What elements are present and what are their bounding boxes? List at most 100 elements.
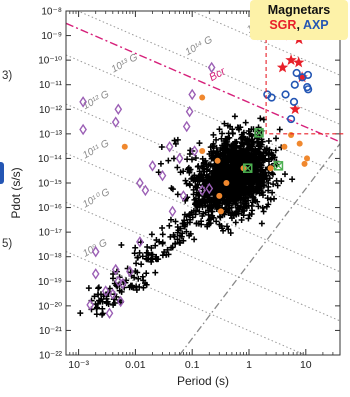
cropped-text-fragment: 3) (2, 70, 13, 82)
pulsar-point (223, 135, 230, 142)
pulsar-point (267, 196, 274, 203)
pulsar-point (212, 202, 219, 209)
legend-sgr: SGR (269, 18, 297, 32)
pulsar-point (258, 189, 265, 196)
y-tick-label: 10⁻¹⁵ (38, 179, 62, 190)
pulsar-point (245, 215, 252, 222)
pulsar-point (260, 208, 267, 215)
pulsar-point (238, 217, 245, 224)
pulsar-point (233, 143, 240, 150)
axp-point (263, 90, 272, 99)
x-tick-label: 0.01 (125, 359, 146, 371)
pulsar-point (180, 237, 187, 244)
pulsar-point (118, 288, 125, 295)
pulsar-point (213, 206, 220, 213)
binary-pulsar-point (136, 236, 144, 248)
pulsar-point (232, 181, 239, 188)
pulsar-point (204, 193, 211, 200)
binary-pulsar-point (158, 169, 167, 182)
cropped-marker (0, 162, 4, 184)
pulsar-point (158, 143, 165, 150)
pulsar-point (224, 200, 231, 207)
death-line (179, 143, 340, 355)
binary-pulsar-point (175, 152, 184, 165)
pulsar-point (134, 269, 141, 276)
pulsar-point (131, 250, 138, 257)
legend-axp: AXP (302, 18, 329, 32)
green-point-cross (274, 161, 283, 171)
binary-pulsar-point (101, 285, 110, 297)
pulsar-point (181, 217, 188, 224)
pulsar-point (264, 195, 271, 202)
pulsar-point (155, 169, 162, 176)
pulsar-point (231, 164, 238, 171)
binary-pulsar-point (91, 268, 100, 280)
pulsar-point (243, 205, 250, 212)
pulsar-point (241, 177, 248, 184)
pulsar-point (224, 141, 231, 148)
pulsar-point (234, 174, 241, 181)
pulsar-point (215, 181, 222, 188)
pulsar-point (96, 297, 103, 304)
y-tick-label: 10⁻¹⁶ (38, 203, 62, 214)
pulsar-point (174, 229, 181, 236)
pulsar-point (247, 130, 254, 137)
pulsar-point (194, 181, 201, 188)
pulsar-point (193, 176, 200, 183)
pulsar-point (260, 149, 267, 156)
axp-point (303, 70, 313, 80)
binary-pulsar-point (116, 295, 125, 308)
binary-pulsar-point (185, 105, 194, 118)
field-line (66, 54, 340, 174)
pulsar-point (188, 175, 195, 182)
pulsar-point (140, 284, 147, 291)
pulsar-point (274, 182, 281, 189)
orange-point (199, 94, 206, 101)
binary-pulsar-point (141, 184, 150, 197)
pulsar-point (99, 298, 106, 305)
pulsar-point (186, 150, 193, 157)
pulsar-point (91, 293, 98, 300)
pulsar-point (187, 166, 194, 173)
pulsar-point (159, 231, 166, 238)
pulsar-point (242, 136, 249, 143)
pulsar-point (272, 147, 279, 154)
pulsar-cloud (77, 113, 296, 318)
pulsar-point (232, 219, 239, 226)
pulsar-point (206, 220, 213, 227)
pulsar-point (220, 152, 227, 159)
legend-items: SGR, AXP (250, 18, 348, 32)
legend-separator: , (296, 18, 300, 32)
orange-point (301, 160, 308, 167)
pulsar-point (191, 196, 198, 203)
pulsar-point (168, 185, 175, 192)
pulsar-point (168, 244, 175, 251)
pulsar-point (269, 171, 276, 178)
pulsar-point (192, 211, 199, 218)
field-line (190, 11, 340, 76)
binary-pulsar-point (114, 275, 123, 288)
pulsar-point (259, 153, 266, 160)
pulsar-point (235, 157, 242, 164)
pulsar-point (195, 163, 202, 170)
green-point (242, 163, 253, 173)
binary-pulsar-point (179, 190, 188, 202)
pulsar-point (135, 275, 142, 282)
pulsar-point (95, 291, 102, 298)
pulsar-point (233, 198, 240, 205)
pulsar-point (206, 168, 213, 175)
pulsar-point (159, 240, 166, 247)
pulsar-point (239, 149, 246, 156)
pulsar-point (270, 181, 277, 188)
binary-pulsar-point (188, 88, 197, 101)
pulsar-point (93, 311, 100, 318)
y-tick-label: 10⁻¹⁸ (38, 252, 62, 263)
pulsar-point (93, 305, 100, 312)
axp-point (303, 82, 312, 92)
y-tick-label: 10⁻¹³ (39, 129, 63, 140)
pulsar-point (252, 185, 259, 192)
pulsar-point (252, 164, 259, 171)
pulsar-point (221, 120, 228, 127)
pulsar-point (156, 238, 163, 245)
